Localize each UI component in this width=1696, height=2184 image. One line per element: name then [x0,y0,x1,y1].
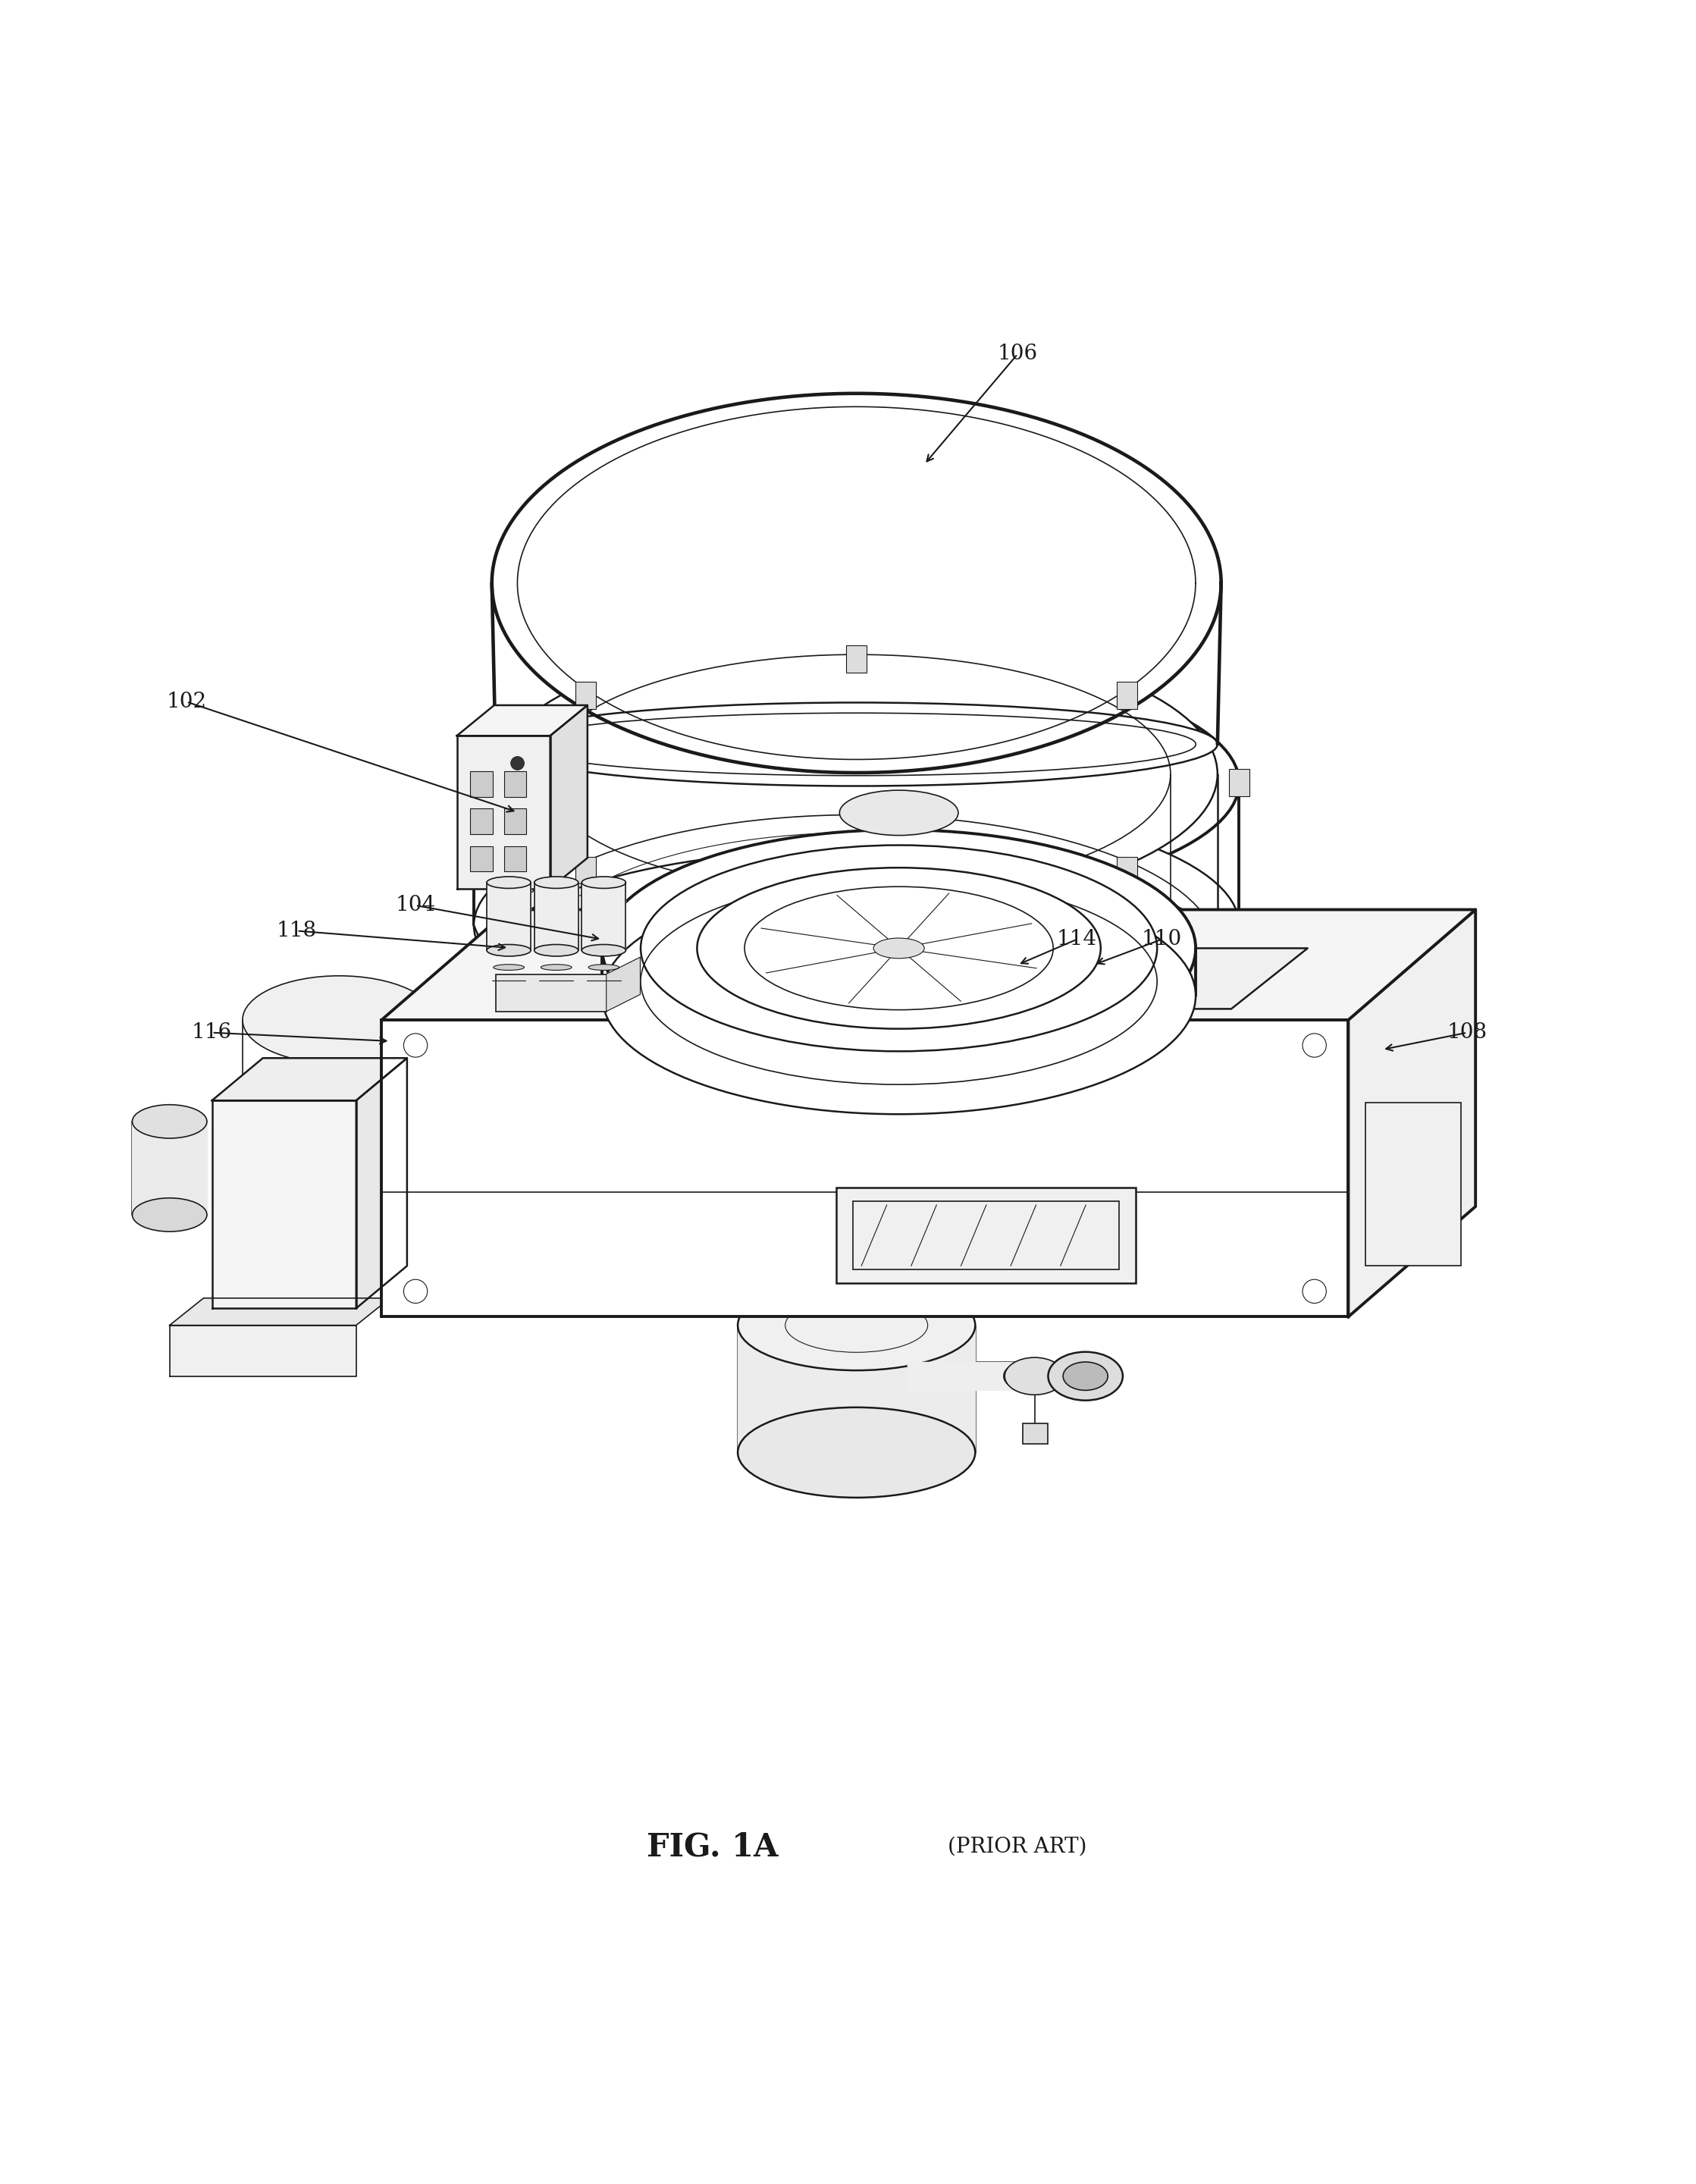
Bar [836,1188,1136,1282]
Bar [1365,1103,1460,1267]
Polygon shape [1348,911,1476,1317]
Polygon shape [907,1363,1043,1391]
Bar [504,845,526,871]
Ellipse shape [582,943,626,957]
Text: 102: 102 [166,692,207,712]
Polygon shape [738,1326,975,1452]
Ellipse shape [840,791,958,834]
Bar [470,771,492,797]
Ellipse shape [487,876,531,889]
Bar [1023,1424,1048,1444]
Bar [1118,856,1138,885]
Polygon shape [212,1101,356,1308]
Bar [470,808,492,834]
Bar [470,845,492,871]
Polygon shape [456,736,550,889]
Text: 108: 108 [1447,1022,1487,1044]
Ellipse shape [716,928,997,981]
Bar [846,646,867,673]
Ellipse shape [716,939,997,992]
Ellipse shape [494,965,524,970]
Text: 118: 118 [276,922,317,941]
Ellipse shape [602,830,1196,1066]
Bar [575,856,595,885]
Ellipse shape [495,815,1218,1090]
Text: 106: 106 [997,343,1038,365]
Polygon shape [170,1297,390,1326]
Ellipse shape [132,1105,207,1138]
Ellipse shape [763,917,950,1002]
Bar [846,893,867,919]
Ellipse shape [873,939,924,959]
Ellipse shape [243,976,436,1064]
Polygon shape [534,882,578,950]
Ellipse shape [510,756,524,771]
Text: 104: 104 [395,895,436,915]
Ellipse shape [582,876,626,889]
Bar [853,1201,1119,1269]
Ellipse shape [495,703,1218,786]
Polygon shape [566,948,1308,1009]
Polygon shape [382,911,1476,1020]
Ellipse shape [534,876,578,889]
Ellipse shape [488,850,1225,1072]
Ellipse shape [487,943,531,957]
Polygon shape [382,1020,1348,1317]
Ellipse shape [243,1168,436,1258]
Bar [463,769,483,797]
Ellipse shape [1063,1363,1107,1391]
Text: 114: 114 [1057,928,1097,950]
Polygon shape [487,882,531,950]
Text: 110: 110 [1141,928,1182,950]
Polygon shape [356,1057,407,1308]
Ellipse shape [473,660,1240,906]
Polygon shape [582,882,626,950]
Bar [497,974,607,1011]
Ellipse shape [534,943,578,957]
Text: FIG. 1A: FIG. 1A [646,1830,778,1863]
Ellipse shape [641,845,1157,1051]
Bar [1118,681,1138,710]
Bar [575,681,595,710]
Ellipse shape [763,891,950,974]
Ellipse shape [589,965,619,970]
Polygon shape [492,393,1221,773]
Polygon shape [607,957,641,1011]
Text: (PRIOR ART): (PRIOR ART) [948,1837,1087,1856]
Ellipse shape [541,965,572,970]
Ellipse shape [738,1406,975,1498]
Polygon shape [132,1120,207,1214]
Polygon shape [550,705,587,889]
Bar [716,950,997,970]
Ellipse shape [1048,1352,1123,1400]
Ellipse shape [697,867,1101,1029]
Ellipse shape [132,1199,207,1232]
Ellipse shape [602,878,1196,1114]
Polygon shape [456,705,587,736]
Polygon shape [170,1326,356,1376]
Bar [1230,769,1250,797]
Ellipse shape [1004,1363,1048,1391]
Polygon shape [212,1057,407,1101]
Bar [504,808,526,834]
Bar [504,771,526,797]
Ellipse shape [738,1280,975,1369]
Ellipse shape [745,887,1053,1009]
Ellipse shape [495,638,1218,911]
Ellipse shape [1004,1358,1065,1396]
Ellipse shape [473,802,1240,1048]
Text: 116: 116 [192,1022,232,1044]
